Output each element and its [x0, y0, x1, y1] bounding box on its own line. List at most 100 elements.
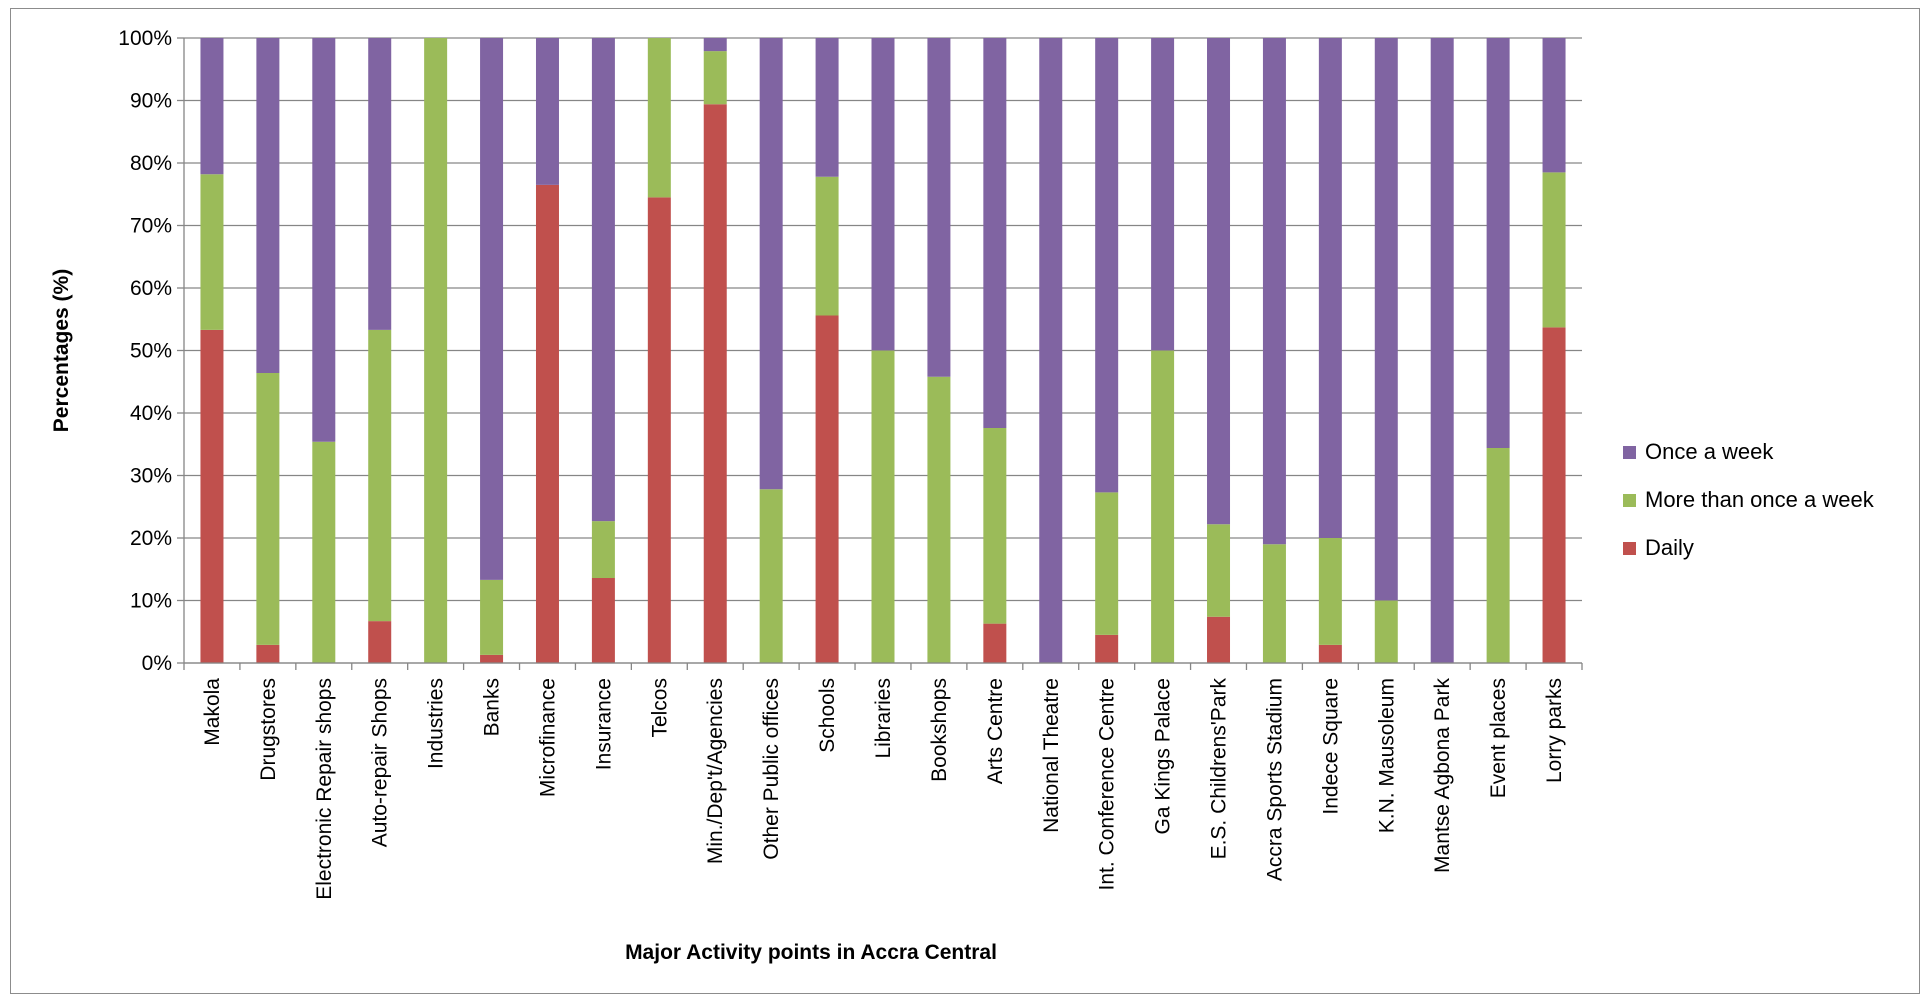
y-tick-label: 100% [118, 27, 172, 50]
y-tick-label: 40% [130, 402, 172, 425]
bar-once-a-week-3 [368, 38, 392, 330]
legend-label: Daily [1645, 535, 1694, 560]
bar-more-than-once-a-week-10 [759, 489, 783, 663]
y-tick-label: 70% [130, 215, 172, 238]
bar-daily-0 [200, 329, 224, 663]
y-axis-title: Percentages (%) [50, 269, 73, 432]
bar-more-than-once-a-week-0 [200, 174, 224, 330]
bar-once-a-week-2 [312, 38, 336, 442]
bar-once-a-week-14 [983, 38, 1007, 428]
y-tick-labels: 0% 10% 20% 30% 40% 50% 60% 70% 80% 90% 100% [118, 27, 184, 675]
legend-swatch [1623, 494, 1636, 507]
bars [200, 38, 1566, 664]
bar-once-a-week-22 [1430, 38, 1454, 663]
y-tick-label: 60% [130, 277, 172, 300]
bar-more-than-once-a-week-3 [368, 329, 392, 622]
bar-more-than-once-a-week-5 [480, 579, 504, 655]
x-tick-label: Bookshops [928, 678, 951, 782]
x-tick-label: Int. Conference Centre [1096, 678, 1119, 890]
y-tick-label: 20% [130, 527, 172, 550]
legend-label: More than once a week [1645, 487, 1875, 512]
x-tick-label: Libraries [872, 678, 895, 759]
x-tick-label: Accra Sports Stadium [1263, 678, 1286, 881]
legend-swatch [1623, 446, 1636, 459]
bar-once-a-week-16 [1095, 38, 1119, 493]
bar-once-a-week-10 [759, 38, 783, 490]
y-tick-label: 90% [130, 90, 172, 113]
x-tick-label: Event places [1487, 678, 1510, 798]
bar-daily-11 [815, 315, 839, 663]
bar-daily-8 [647, 197, 671, 664]
x-tick-label: Lorry parks [1543, 678, 1566, 783]
x-tick-label: Makola [201, 678, 224, 746]
x-tick-label: Drugstores [257, 678, 280, 781]
bar-once-a-week-12 [871, 38, 895, 351]
bar-once-a-week-6 [535, 38, 559, 185]
bar-once-a-week-0 [200, 38, 224, 175]
x-tick-label: E.S. Childrens'Park [1208, 678, 1231, 860]
bar-once-a-week-21 [1374, 38, 1398, 601]
chart-frame: 0% 10% 20% 30% 40% 50% 60% 70% 80% 90% 100% Makola… [10, 8, 1920, 994]
bar-once-a-week-5 [480, 38, 504, 580]
bar-daily-6 [535, 184, 559, 664]
y-tick-label: 30% [130, 465, 172, 488]
bar-once-a-week-19 [1262, 38, 1286, 545]
bar-more-than-once-a-week-4 [424, 38, 448, 663]
bar-more-than-once-a-week-11 [815, 176, 839, 316]
x-tick-label: Other Public offices [760, 678, 783, 860]
stacked-bar-chart: 0% 10% 20% 30% 40% 50% 60% 70% 80% 90% 100% Makola… [50, 27, 1875, 964]
bar-once-a-week-13 [927, 38, 951, 377]
bar-once-a-week-15 [1039, 38, 1063, 663]
bar-more-than-once-a-week-18 [1207, 524, 1231, 617]
x-tick-label: Insurance [592, 678, 615, 770]
y-tick-label: 50% [130, 340, 172, 363]
bar-more-than-once-a-week-19 [1262, 544, 1286, 663]
x-tick-label: K.N. Mausoleum [1375, 678, 1398, 833]
bar-more-than-once-a-week-2 [312, 441, 336, 663]
bar-once-a-week-11 [815, 38, 839, 177]
x-tick-label: Min./Dep't/Agencies [704, 678, 727, 864]
bar-daily-9 [703, 104, 727, 663]
bar-daily-18 [1207, 616, 1231, 663]
legend-swatch [1623, 542, 1636, 555]
bar-more-than-once-a-week-16 [1095, 492, 1119, 635]
bar-more-than-once-a-week-17 [1151, 350, 1175, 663]
x-tick-label: National Theatre [1040, 678, 1063, 833]
bar-more-than-once-a-week-21 [1374, 600, 1398, 663]
legend-label: Once a week [1645, 439, 1774, 464]
x-tick-label: Electronic Repair shops [313, 678, 336, 900]
x-tick-label: Schools [816, 678, 839, 753]
x-tick-label: Telcos [648, 678, 671, 738]
bar-once-a-week-23 [1486, 38, 1510, 448]
bar-more-than-once-a-week-23 [1486, 448, 1510, 663]
bar-daily-1 [256, 644, 280, 664]
x-tick-label: Industries [425, 678, 448, 769]
bar-more-than-once-a-week-8 [647, 38, 671, 198]
y-tick-label: 10% [130, 590, 172, 613]
x-tick-label: Ga Kings Palace [1152, 678, 1175, 834]
bar-more-than-once-a-week-20 [1318, 538, 1342, 645]
bar-daily-5 [480, 654, 504, 664]
bar-daily-20 [1318, 644, 1342, 664]
x-tick-label: Indece Square [1319, 678, 1342, 815]
bar-once-a-week-17 [1151, 38, 1175, 351]
bar-daily-16 [1095, 634, 1119, 664]
bar-once-a-week-7 [591, 38, 615, 522]
bar-daily-14 [983, 623, 1007, 664]
y-tick-label: 80% [130, 152, 172, 175]
bar-once-a-week-1 [256, 38, 280, 373]
bar-daily-7 [591, 578, 615, 663]
bar-more-than-once-a-week-12 [871, 350, 895, 663]
bar-daily-3 [368, 621, 392, 664]
legend: Once a week More than once a week Daily [1623, 439, 1875, 560]
bar-more-than-once-a-week-9 [703, 51, 727, 105]
x-tick-labels: Makola Drugstores Electronic Repair shops A… [183, 663, 1583, 900]
bar-more-than-once-a-week-24 [1542, 172, 1566, 328]
bar-once-a-week-24 [1542, 38, 1566, 173]
x-tick-label: Banks [481, 678, 504, 736]
bar-more-than-once-a-week-14 [983, 428, 1007, 624]
bar-more-than-once-a-week-7 [591, 521, 615, 579]
x-tick-label: Arts Centre [984, 678, 1007, 784]
bar-once-a-week-9 [703, 38, 727, 52]
bar-once-a-week-18 [1207, 38, 1231, 525]
